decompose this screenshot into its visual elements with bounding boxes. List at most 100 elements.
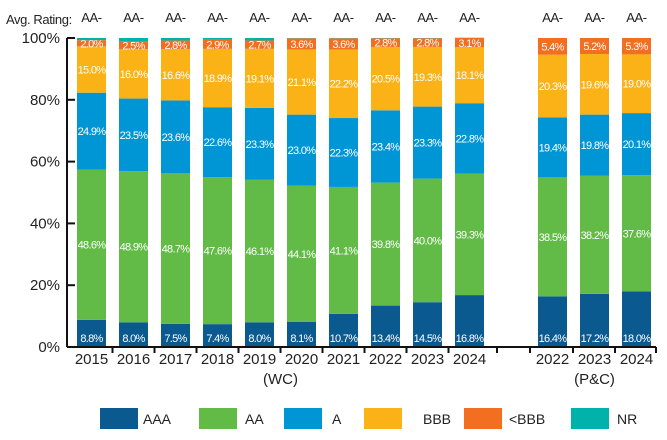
bar-segment-AA (77, 169, 106, 320)
legend-item-BBB: BBB (364, 408, 451, 429)
avg-rating: AA- (165, 10, 186, 25)
bar-segment-BBB (580, 54, 609, 115)
x-tick-label: 2021 (327, 351, 360, 368)
bar-segment-A (203, 107, 232, 178)
bar-segment-A (622, 113, 651, 176)
data-label: 10.7% (330, 333, 359, 345)
data-label: 20.3% (539, 81, 568, 93)
bar-segment-AA (622, 175, 651, 292)
bar-segment-<BBB (622, 38, 651, 55)
x-tick-label: 2019 (243, 351, 276, 368)
data-label: 41.1% (330, 245, 359, 257)
bar-segment-A (329, 118, 358, 187)
bar-segment-A (161, 100, 190, 174)
bar-2022: 13.4% 39.8% 23.4% 20.5% 2.8% AA- (371, 10, 401, 347)
x-tick-label: 2020 (285, 351, 318, 368)
y-axis: 0% 20% 40% 60% 80% 100% (22, 30, 75, 356)
bar-segment-<BBB (77, 40, 106, 47)
data-label: 2.8% (374, 38, 397, 50)
y-tick-label: 20% (30, 277, 60, 294)
data-label: 46.1% (246, 246, 275, 258)
data-label: 8.8% (80, 333, 103, 345)
bar-segment-AA (455, 173, 484, 296)
bar-segment-AA (371, 182, 400, 306)
data-label: 8.1% (290, 333, 313, 345)
data-label: 7.4% (206, 333, 229, 345)
bar-segment-AAA (371, 305, 400, 347)
bar-segment-AA (287, 185, 316, 322)
bar-segment-AAA (119, 322, 148, 347)
bar-segment-AAA (203, 324, 232, 347)
bar-segment-BBB (455, 47, 484, 104)
data-label: 20.1% (623, 139, 652, 151)
data-label: 16.6% (162, 70, 191, 82)
data-label: 8.0% (122, 333, 145, 345)
bar-segment-<BBB (455, 37, 484, 48)
bar-2021: 10.7% 41.1% 22.3% 22.2% 3.6% AA- (329, 10, 359, 347)
x-tick-label: 2023 (411, 351, 444, 368)
data-label: 16.4% (539, 333, 568, 345)
data-label: 23.5% (120, 130, 149, 142)
avg-rating: AA- (542, 10, 563, 25)
data-label: 14.5% (414, 333, 443, 345)
bar-segment-A (455, 103, 484, 174)
bar-segment-AAA (622, 291, 651, 347)
bar-segment-AA (329, 186, 358, 314)
data-label: 48.9% (120, 242, 149, 254)
data-label: 22.3% (330, 147, 359, 159)
bar-segment-<BBB (119, 41, 148, 50)
bar-2024: 16.8% 39.3% 22.8% 18.1% 3.1% AA- (455, 10, 485, 347)
bar-segment-<BBB (371, 38, 400, 47)
bar-segment-<BBB (203, 39, 232, 49)
bar-segment-AAA (329, 313, 358, 347)
bar-segment-A (119, 98, 148, 172)
bar-segment-A (77, 92, 106, 170)
bar-segment-AAA (580, 293, 609, 347)
bar-segment-BBB (371, 46, 400, 111)
data-label: 2.8% (164, 40, 187, 52)
bar-segment-AAA (455, 295, 484, 347)
data-label: 15.0% (78, 65, 107, 77)
bar-segment-BBB (203, 48, 232, 108)
legend-item-AA: AA (199, 408, 264, 429)
x-axis: 2015 2016 2017 2018 2019 2020 2021 2022 2023 2024… (67, 346, 657, 388)
data-label: 19.8% (581, 140, 610, 152)
bar-segment-NR (245, 38, 274, 41)
data-label: 39.3% (456, 229, 485, 241)
bar-segment-BBB (538, 54, 567, 118)
legend: AAA AA A BBB <BBB NR (100, 408, 637, 429)
legend-label: A (332, 411, 342, 427)
avg-rating: AA- (81, 10, 102, 25)
bar-segment-AAA (77, 319, 106, 347)
legend-label: AAA (143, 411, 172, 427)
bar-segment-<BBB (413, 38, 442, 47)
bar-segment-NR (77, 38, 106, 41)
avg-rating: AA- (333, 10, 354, 25)
bar-segment-BBB (413, 46, 442, 107)
data-label: 7.5% (164, 333, 187, 345)
y-tick-label: 80% (30, 92, 60, 109)
data-label: 39.8% (372, 239, 401, 251)
bar-segment-A (287, 114, 316, 186)
data-label: 19.3% (414, 72, 443, 84)
avg-rating-label: Avg. Rating: (6, 12, 72, 27)
avg-rating: AA- (375, 10, 396, 25)
x-tick-label: 2022 (369, 351, 402, 368)
bar-segment-NR (203, 38, 232, 40)
bar-segment-AAA (413, 302, 442, 347)
avg-rating: AA- (249, 10, 270, 25)
data-label: 16.0% (120, 69, 149, 81)
bar-segment-AA (161, 173, 190, 324)
data-label: 3.6% (332, 39, 355, 51)
legend-item-NR: NR (571, 408, 637, 429)
bar-segment-A (371, 110, 400, 183)
data-label: 19.6% (581, 79, 610, 91)
data-label: 23.0% (288, 145, 317, 157)
bar-segment-NR (161, 38, 190, 41)
bar-segment-NR (119, 38, 148, 42)
data-label: 22.8% (456, 133, 485, 145)
x-tick-label: 2017 (159, 351, 192, 368)
data-label: 3.1% (458, 38, 481, 50)
data-label: 2.7% (248, 40, 271, 52)
x-tick-label: 2022 (536, 351, 569, 368)
